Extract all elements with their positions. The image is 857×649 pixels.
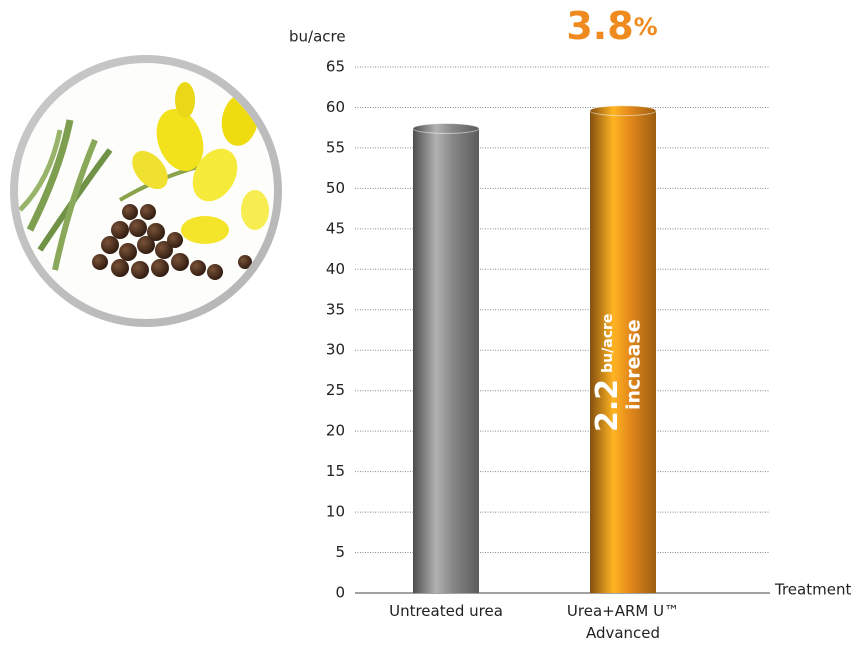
y-tick-label: 60 <box>326 98 345 116</box>
bar-annotation: 2.2 bu/acre increase <box>590 314 645 432</box>
x-tick-label-box: Untreated urea <box>389 602 503 620</box>
x-tick-label: Untreated urea <box>389 602 503 620</box>
headline-unit: % <box>634 13 658 41</box>
bar-cap <box>589 105 657 117</box>
annotation-line: 2.2 bu/acre <box>590 314 625 432</box>
y-tick-label: 25 <box>326 381 345 399</box>
y-tick-label: 40 <box>326 260 345 278</box>
y-tick-label: 55 <box>326 138 345 156</box>
headline-number: 3.8 <box>566 4 633 48</box>
annotation-number: 2.2 <box>590 379 625 432</box>
bar-cap <box>412 123 480 135</box>
y-tick-label: 10 <box>326 503 345 521</box>
y-tick-label: 30 <box>326 341 345 359</box>
annotation-unit: bu/acre <box>600 314 616 373</box>
y-tick-label: 35 <box>326 300 345 318</box>
x-tick-label-box: Urea+ARM U™ Advanced <box>566 602 680 642</box>
annotation-text: increase <box>623 319 645 410</box>
canola-photo <box>10 55 282 327</box>
y-tick-label: 0 <box>335 584 345 602</box>
x-axis-label: Treatment <box>774 581 851 599</box>
y-tick-label: 45 <box>326 219 345 237</box>
y-axis-label: bu/acre <box>289 28 346 46</box>
bar <box>590 110 656 594</box>
bar <box>413 128 479 594</box>
headline: 3.8% <box>566 4 657 48</box>
x-tick-label: Urea+ARM U™ Advanced <box>566 602 680 642</box>
y-tick-label: 50 <box>326 179 345 197</box>
y-tick-label: 15 <box>326 462 345 480</box>
y-tick-label: 5 <box>335 543 345 561</box>
y-tick-label: 20 <box>326 422 345 440</box>
y-tick-label: 65 <box>326 58 345 76</box>
